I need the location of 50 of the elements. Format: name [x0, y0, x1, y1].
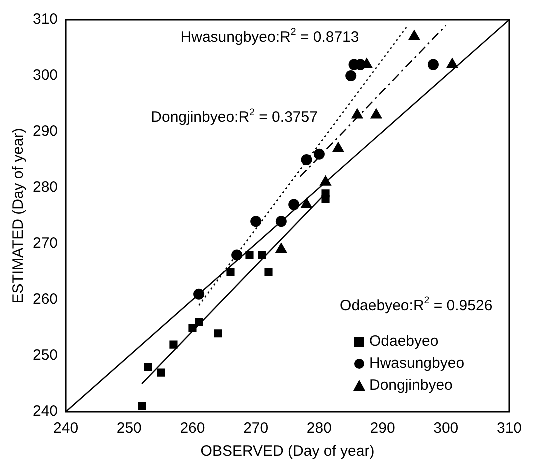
- x-tick-label: 310: [496, 420, 522, 438]
- point: [314, 148, 325, 160]
- point: [138, 402, 146, 410]
- point: [288, 199, 300, 210]
- legend-label: Odaebyeo: [369, 333, 439, 350]
- x-axis-title: OBSERVED (Day of year): [200, 443, 375, 460]
- x-tick-label: 240: [54, 420, 79, 438]
- y-tick-label: 250: [32, 347, 58, 364]
- x-tick-label: 250: [116, 420, 142, 438]
- x-tick-label: 290: [370, 420, 396, 438]
- y-tick-label: 280: [32, 179, 58, 196]
- point: [170, 340, 178, 349]
- y-axis-title: ESTIMATED (Day of year): [10, 128, 28, 304]
- point: [446, 58, 458, 68]
- point: [332, 142, 344, 152]
- y-tick-label: 310: [32, 11, 58, 28]
- point: [157, 368, 166, 377]
- legend-label: Dongjinbyeo: [369, 377, 453, 394]
- point: [232, 250, 243, 261]
- point: [320, 176, 332, 186]
- y-tick-label: 240: [32, 403, 58, 420]
- point: [370, 108, 382, 119]
- x-tick-label: 280: [306, 420, 332, 438]
- legend-label: Hwasungbyeo: [369, 355, 465, 372]
- point: [194, 288, 205, 300]
- point: [214, 330, 222, 338]
- point: [352, 108, 364, 119]
- point: [195, 318, 204, 326]
- point: [250, 216, 262, 228]
- point: [144, 363, 152, 372]
- y-tick-label: 300: [32, 67, 58, 84]
- point: [276, 216, 287, 228]
- y-tick-label: 260: [32, 291, 58, 308]
- y-tick-label: 270: [32, 235, 58, 252]
- point: [301, 154, 312, 166]
- y-tick-label: 290: [32, 123, 58, 140]
- point: [226, 268, 235, 276]
- point: [264, 268, 273, 276]
- x-tick-label: 270: [244, 420, 269, 438]
- point: [258, 251, 266, 260]
- point: [276, 243, 288, 254]
- x-tick-label: 260: [180, 420, 206, 438]
- point: [346, 70, 357, 82]
- point: [246, 251, 254, 260]
- point: [322, 190, 330, 198]
- x-tick-label: 300: [434, 420, 459, 438]
- point: [188, 324, 197, 332]
- point: [408, 30, 420, 40]
- point: [301, 198, 312, 208]
- point: [428, 59, 439, 70]
